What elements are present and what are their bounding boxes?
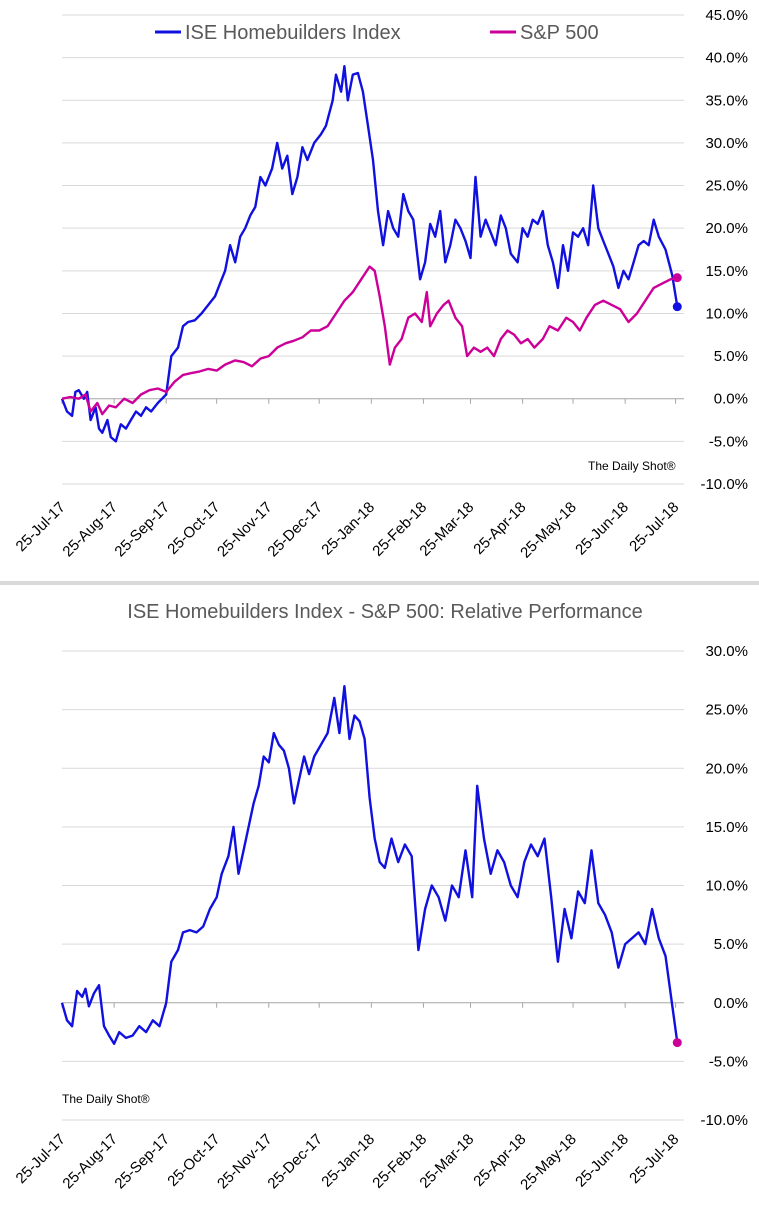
y-tick-label: 15.0% xyxy=(705,819,748,836)
credit-label: The Daily Shot® xyxy=(588,459,676,473)
series-end-marker-1 xyxy=(672,273,682,283)
series-line-1 xyxy=(61,265,678,416)
y-tick-label: 30.0% xyxy=(705,643,748,660)
y-tick-label: 45.0% xyxy=(705,7,748,24)
y-tick-label: 20.0% xyxy=(705,760,748,777)
chart-title: ISE Homebuilders Index - S&P 500: Relati… xyxy=(127,601,642,623)
x-tick-label: 25-Aug-17 xyxy=(59,499,121,561)
y-tick-label: -10.0% xyxy=(700,1112,748,1129)
y-tick-label: 5.0% xyxy=(714,348,748,365)
y-tick-label: 10.0% xyxy=(705,878,748,895)
x-tick-label: 25-Dec-17 xyxy=(264,1131,326,1193)
series-end-marker-0 xyxy=(672,1038,682,1048)
x-tick-label: 25-Aug-17 xyxy=(59,1131,121,1193)
credit-label: The Daily Shot® xyxy=(62,1092,150,1106)
x-tick-label: 25-Jun-18 xyxy=(572,1131,632,1191)
y-tick-label: -5.0% xyxy=(709,433,748,450)
y-tick-label: 25.0% xyxy=(705,702,748,719)
series-line-0 xyxy=(60,64,679,443)
y-tick-label: 0.0% xyxy=(714,995,748,1012)
y-tick-label: -5.0% xyxy=(709,1053,748,1070)
series-end-marker-0 xyxy=(672,302,682,312)
y-tick-label: 10.0% xyxy=(705,305,748,322)
x-tick-label: 25-Sep-17 xyxy=(111,499,173,561)
x-tick-label: 25-Jul-18 xyxy=(626,499,682,555)
x-tick-label: 25-Jan-18 xyxy=(318,1131,378,1191)
x-tick-label: 25-Sep-17 xyxy=(111,1131,173,1193)
y-tick-label: 25.0% xyxy=(705,178,748,195)
top-chart-panel: 45.0% 40.0% 35.0% 30.0% 25.0% 20.0% 15.0% 10.0%… xyxy=(0,0,759,580)
legend-label-sp500: S&P 500 xyxy=(520,22,599,44)
x-tick-label: 25-Dec-17 xyxy=(264,499,326,561)
y-tick-label: 30.0% xyxy=(705,135,748,152)
homebuilders-vs-sp500-chart: 45.0% 40.0% 35.0% 30.0% 25.0% 20.0% 15.0% 10.0%… xyxy=(13,7,748,562)
x-tick-label: 25-Jul-18 xyxy=(626,1131,682,1187)
y-tick-label: 35.0% xyxy=(705,92,748,109)
bottom-chart-panel: 30.0% 25.0% 20.0% 15.0% 10.0% 5.0% 0.0% -5.0% -1… xyxy=(0,588,759,1207)
y-tick-label: 20.0% xyxy=(705,220,748,237)
series-line-0 xyxy=(60,684,679,1045)
y-tick-label: 40.0% xyxy=(705,50,748,67)
x-tick-label: 25-Jan-18 xyxy=(318,499,378,559)
y-tick-label: -10.0% xyxy=(700,476,748,493)
panel-divider xyxy=(0,581,759,585)
legend-label-homebuilders: ISE Homebuilders Index xyxy=(185,22,401,44)
x-tick-label: 25-Jun-18 xyxy=(572,499,632,559)
y-tick-label: 5.0% xyxy=(714,936,748,953)
y-tick-label: 15.0% xyxy=(705,263,748,280)
y-tick-label: 0.0% xyxy=(714,391,748,408)
relative-performance-chart: 30.0% 25.0% 20.0% 15.0% 10.0% 5.0% 0.0% -5.0% -1… xyxy=(13,601,748,1194)
